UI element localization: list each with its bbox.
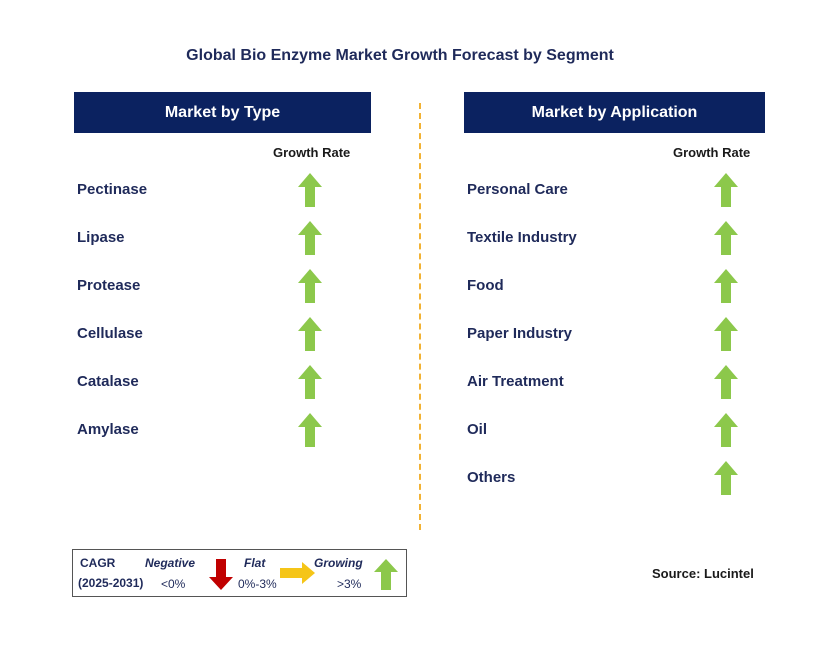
panel-divider [419,103,421,530]
type-segment-label: Catalase [77,373,139,390]
type-segment-label: Cellulase [77,325,143,342]
growing-arrow-icon [713,413,739,447]
growing-arrow-icon [713,317,739,351]
flat-arrow-icon [280,562,315,584]
application-segment-label: Air Treatment [467,373,564,390]
legend-flat-label: Flat [244,556,266,570]
growing-arrow-icon [374,559,398,590]
growing-arrow-icon [297,413,323,447]
legend-negative-value: <0% [161,577,186,591]
type-segment-label: Amylase [77,421,139,438]
page-title: Global Bio Enzyme Market Growth Forecast… [186,47,614,64]
type-segment-label: Protease [77,277,141,294]
application-segment-label: Personal Care [467,181,568,198]
application-segment-label: Oil [467,421,488,438]
growing-arrow-icon [297,365,323,399]
legend-growing-value: >3% [337,577,362,591]
growing-arrow-icon [713,365,739,399]
application-segment-label: Food [467,277,504,294]
growing-arrow-icon [713,173,739,207]
growing-arrow-icon [297,317,323,351]
growing-arrow-icon [713,461,739,495]
type-panel-header: Market by Type [74,92,371,133]
type-segment-label: Lipase [77,229,125,246]
legend-cagr-label: CAGR [80,556,116,570]
growing-arrow-icon [713,269,739,303]
application-segment-label: Others [467,469,516,486]
application-panel-header: Market by Application [464,92,765,133]
legend-flat-value: 0%-3% [238,577,277,591]
growing-arrow-icon [297,221,323,255]
legend-box: CAGR (2025-2031) Negative <0% Flat 0%-3%… [72,549,407,597]
growing-arrow-icon [297,269,323,303]
legend-negative-label: Negative [145,556,196,570]
application-segment-label: Textile Industry [467,229,577,246]
growing-arrow-icon [297,173,323,207]
growing-arrow-icon [713,221,739,255]
application-segment-label: Paper Industry [467,325,573,342]
application-growth-rate-label: Growth Rate [673,145,751,160]
source-note: Source: Lucintel [652,566,754,581]
legend-period: (2025-2031) [78,576,144,590]
type-segment-label: Pectinase [77,181,148,198]
negative-arrow-icon [209,559,233,590]
legend-growing-label: Growing [314,556,363,570]
type-growth-rate-label: Growth Rate [273,145,351,160]
